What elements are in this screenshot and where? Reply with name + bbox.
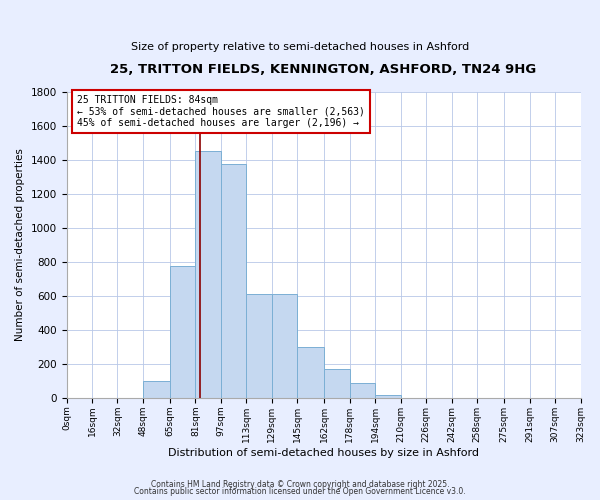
Bar: [350, 384, 375, 398]
Text: Size of property relative to semi-detached houses in Ashford: Size of property relative to semi-detach…: [131, 42, 469, 52]
Bar: [170, 266, 196, 398]
Bar: [221, 164, 247, 398]
Bar: [196, 152, 221, 398]
X-axis label: Distribution of semi-detached houses by size in Ashford: Distribution of semi-detached houses by …: [168, 448, 479, 458]
Bar: [375, 394, 401, 398]
Text: Contains public sector information licensed under the Open Government Licence v3: Contains public sector information licen…: [134, 487, 466, 496]
Y-axis label: Number of semi-detached properties: Number of semi-detached properties: [15, 148, 25, 342]
Bar: [325, 369, 350, 398]
Bar: [272, 294, 297, 398]
Text: Contains HM Land Registry data © Crown copyright and database right 2025.: Contains HM Land Registry data © Crown c…: [151, 480, 449, 489]
Bar: [297, 347, 325, 398]
Bar: [143, 381, 170, 398]
Title: 25, TRITTON FIELDS, KENNINGTON, ASHFORD, TN24 9HG: 25, TRITTON FIELDS, KENNINGTON, ASHFORD,…: [110, 62, 536, 76]
Text: 25 TRITTON FIELDS: 84sqm
← 53% of semi-detached houses are smaller (2,563)
45% o: 25 TRITTON FIELDS: 84sqm ← 53% of semi-d…: [77, 95, 365, 128]
Bar: [247, 294, 272, 398]
